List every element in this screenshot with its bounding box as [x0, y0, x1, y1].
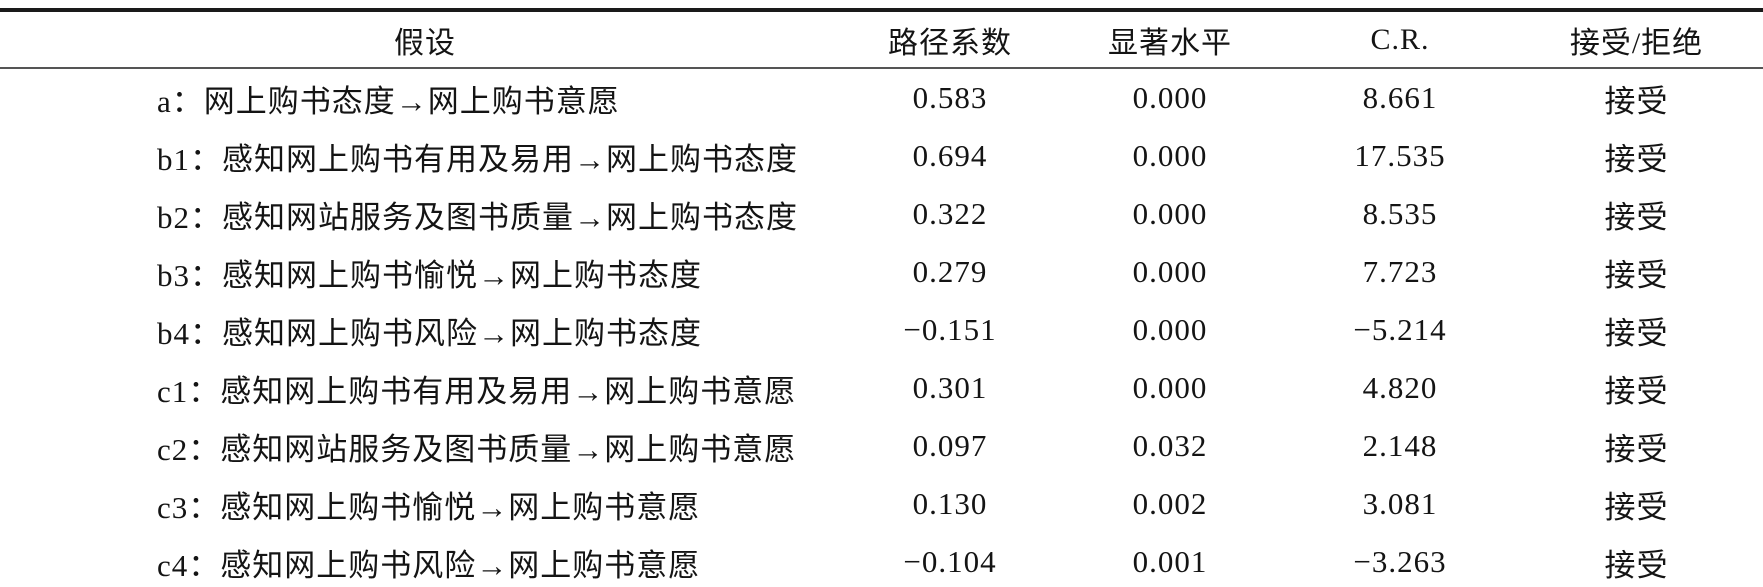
cr-cell: −3.263 — [1353, 544, 1447, 579]
significance-cell: 0.000 — [1132, 312, 1208, 347]
significance-cell: 0.000 — [1132, 138, 1208, 173]
decision-cell: 接受 — [1604, 547, 1669, 583]
significance-cell: 0.000 — [1132, 80, 1208, 115]
significance-cell: 0.001 — [1132, 544, 1208, 579]
hypothesis-cell: c1：感知网上购书有用及易用→网上购书意愿 — [157, 373, 797, 409]
path-coefficient-cell: 0.583 — [912, 80, 988, 115]
table-row: c2：感知网站服务及图书质量→网上购书意愿 0.097 0.032 2.148 … — [0, 417, 1763, 475]
path-coefficient-cell: −0.151 — [903, 312, 997, 347]
path-coefficient-cell: 0.097 — [912, 428, 988, 463]
table-header-row: 假设 路径系数 显著水平 C.R. 接受/拒绝 — [0, 10, 1763, 69]
hypothesis-cell: c2：感知网站服务及图书质量→网上购书意愿 — [157, 431, 797, 467]
path-coefficient-cell: 0.694 — [912, 138, 988, 173]
cr-cell: 3.081 — [1362, 486, 1438, 521]
significance-cell: 0.002 — [1132, 486, 1208, 521]
hypothesis-test-table: 假设 路径系数 显著水平 C.R. 接受/拒绝 a：网上购书态度→网上购书意愿 … — [0, 8, 1763, 587]
hypothesis-cell: c3：感知网上购书愉悦→网上购书意愿 — [157, 489, 701, 525]
decision-cell: 接受 — [1604, 489, 1669, 525]
header-cell-path-coefficient: 路径系数 — [850, 10, 1050, 69]
path-coefficient-cell: 0.279 — [912, 254, 988, 289]
significance-cell: 0.000 — [1132, 370, 1208, 405]
table-row: c3：感知网上购书愉悦→网上购书意愿 0.130 0.002 3.081 接受 — [0, 475, 1763, 533]
significance-cell: 0.000 — [1132, 254, 1208, 289]
table-row: b4：感知网上购书风险→网上购书态度 −0.151 0.000 −5.214 接… — [0, 301, 1763, 359]
table-row: a：网上购书态度→网上购书意愿 0.583 0.000 8.661 接受 — [0, 68, 1763, 127]
cr-cell: 17.535 — [1354, 138, 1446, 173]
cr-cell: 4.820 — [1362, 370, 1438, 405]
decision-cell: 接受 — [1604, 257, 1669, 293]
table-row: b3：感知网上购书愉悦→网上购书态度 0.279 0.000 7.723 接受 — [0, 243, 1763, 301]
path-coefficient-cell: 0.301 — [912, 370, 988, 405]
hypothesis-cell: b1：感知网上购书有用及易用→网上购书态度 — [157, 141, 798, 177]
decision-cell: 接受 — [1604, 199, 1669, 235]
hypothesis-cell: b4：感知网上购书风险→网上购书态度 — [157, 315, 702, 351]
hypothesis-cell: c4：感知网上购书风险→网上购书意愿 — [157, 547, 701, 583]
table-row: c1：感知网上购书有用及易用→网上购书意愿 0.301 0.000 4.820 … — [0, 359, 1763, 417]
table-row: b2：感知网站服务及图书质量→网上购书态度 0.322 0.000 8.535 … — [0, 185, 1763, 243]
header-cell-decision: 接受/拒绝 — [1510, 10, 1763, 69]
cr-cell: 2.148 — [1362, 428, 1438, 463]
header-cell-hypothesis: 假设 — [0, 10, 850, 69]
header-cell-significance: 显著水平 — [1050, 10, 1290, 69]
cr-cell: 8.661 — [1362, 80, 1438, 115]
hypothesis-cell: b3：感知网上购书愉悦→网上购书态度 — [157, 257, 702, 293]
significance-cell: 0.032 — [1132, 428, 1208, 463]
decision-cell: 接受 — [1604, 83, 1669, 119]
hypothesis-cell: a：网上购书态度→网上购书意愿 — [157, 83, 620, 119]
path-coefficient-cell: 0.130 — [912, 486, 988, 521]
table-row: b1：感知网上购书有用及易用→网上购书态度 0.694 0.000 17.535… — [0, 127, 1763, 185]
header-cell-cr: C.R. — [1290, 10, 1510, 69]
table-row: c4：感知网上购书风险→网上购书意愿 −0.104 0.001 −3.263 接… — [0, 533, 1763, 587]
path-coefficient-cell: 0.322 — [912, 196, 988, 231]
hypothesis-cell: b2：感知网站服务及图书质量→网上购书态度 — [157, 199, 798, 235]
decision-cell: 接受 — [1604, 315, 1669, 351]
path-coefficient-cell: −0.104 — [903, 544, 997, 579]
decision-cell: 接受 — [1604, 373, 1669, 409]
cr-cell: −5.214 — [1353, 312, 1447, 347]
decision-cell: 接受 — [1604, 431, 1669, 467]
cr-cell: 7.723 — [1362, 254, 1438, 289]
cr-cell: 8.535 — [1362, 196, 1438, 231]
decision-cell: 接受 — [1604, 141, 1669, 177]
significance-cell: 0.000 — [1132, 196, 1208, 231]
